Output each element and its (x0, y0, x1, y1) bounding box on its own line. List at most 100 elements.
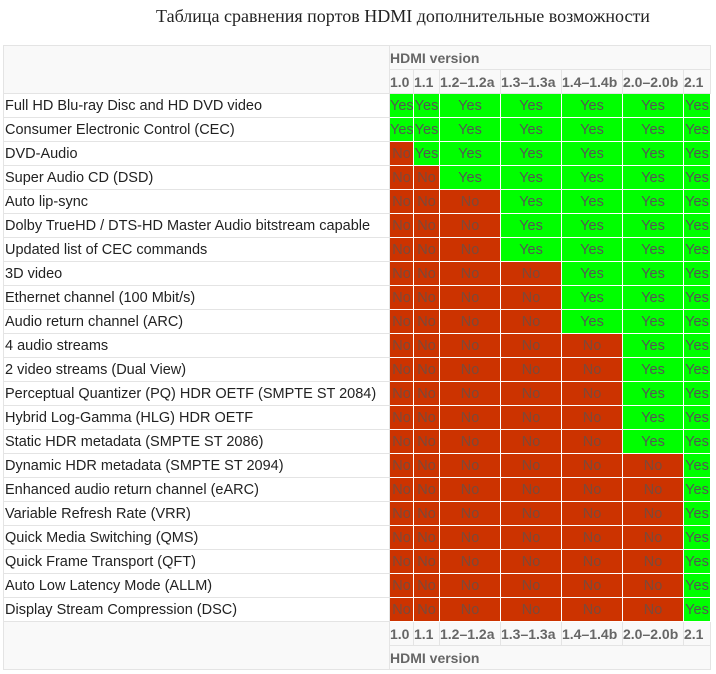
supported-cell: Yes (622, 261, 684, 286)
unsupported-cell: No (439, 453, 501, 478)
supported-cell: Yes (561, 285, 623, 310)
supported-cell: Yes (682, 141, 712, 166)
supported-cell: Yes (622, 429, 684, 454)
version-header: 1.1 (413, 69, 440, 94)
unsupported-cell: No (389, 165, 414, 190)
unsupported-cell: No (561, 501, 623, 526)
unsupported-cell: No (389, 333, 414, 358)
unsupported-cell: No (500, 261, 562, 286)
unsupported-cell: No (561, 381, 623, 406)
feature-label: Dolby TrueHD / DTS-HD Master Audio bitst… (3, 213, 390, 238)
unsupported-cell: No (389, 405, 414, 430)
unsupported-cell: No (389, 453, 414, 478)
supported-cell: Yes (622, 117, 684, 142)
unsupported-cell: No (413, 165, 440, 190)
unsupported-cell: No (622, 477, 684, 502)
supported-cell: Yes (413, 141, 440, 166)
unsupported-cell: No (439, 189, 501, 214)
unsupported-cell: No (500, 573, 562, 598)
unsupported-cell: No (561, 597, 623, 622)
version-header: 1.0 (389, 69, 414, 94)
unsupported-cell: No (389, 573, 414, 598)
feature-label: DVD-Audio (3, 141, 390, 166)
version-header: 1.0 (389, 621, 414, 646)
unsupported-cell: No (561, 405, 623, 430)
feature-label: Quick Frame Transport (QFT) (3, 549, 390, 574)
supported-cell: Yes (439, 93, 501, 118)
supported-cell: Yes (622, 405, 684, 430)
unsupported-cell: No (500, 429, 562, 454)
unsupported-cell: No (413, 189, 440, 214)
table-row: Enhanced audio return channel (eARC) No No… (3, 477, 712, 502)
unsupported-cell: No (439, 357, 501, 382)
supported-cell: Yes (500, 237, 562, 262)
unsupported-cell: No (389, 597, 414, 622)
unsupported-cell: No (439, 381, 501, 406)
supported-cell: Yes (682, 501, 712, 526)
unsupported-cell: No (439, 549, 501, 574)
unsupported-cell: No (622, 573, 684, 598)
unsupported-cell: No (413, 501, 440, 526)
unsupported-cell: No (389, 525, 414, 550)
unsupported-cell: No (500, 333, 562, 358)
unsupported-cell: No (439, 477, 501, 502)
version-header: 2.0–2.0b (622, 621, 684, 646)
unsupported-cell: No (500, 357, 562, 382)
feature-label: Full HD Blu-ray Disc and HD DVD video (3, 93, 390, 118)
unsupported-cell: No (413, 477, 440, 502)
feature-label: Audio return channel (ARC) (3, 309, 390, 334)
table-row: Auto lip-sync No No No Yes Yes Yes Yes (3, 189, 712, 214)
supported-cell: Yes (622, 141, 684, 166)
unsupported-cell: No (500, 525, 562, 550)
unsupported-cell: No (500, 405, 562, 430)
unsupported-cell: No (500, 549, 562, 574)
header-hdmi-version: HDMI version (388, 45, 712, 70)
feature-label: Consumer Electronic Control (CEC) (3, 117, 390, 142)
unsupported-cell: No (622, 525, 684, 550)
version-header-row: 1.0 1.1 1.2–1.2a 1.3–1.3a 1.4–1.4b 2.0–2.0b 2.… (4, 69, 712, 94)
supported-cell: Yes (682, 405, 712, 430)
unsupported-cell: No (439, 597, 501, 622)
table-row: Dynamic HDR metadata (SMPTE ST 2094) No No… (3, 453, 712, 478)
feature-label: Auto lip-sync (3, 189, 390, 214)
table-row: Display Stream Compression (DSC) No No No No… (3, 597, 712, 622)
feature-label: 4 audio streams (3, 333, 390, 358)
supported-cell: Yes (561, 237, 623, 262)
supported-cell: Yes (682, 453, 712, 478)
table-row: Quick Media Switching (QMS) No No No No No No Y… (3, 525, 712, 550)
unsupported-cell: No (389, 189, 414, 214)
version-header: 1.1 (413, 621, 440, 646)
unsupported-cell: No (413, 237, 440, 262)
supported-cell: Yes (622, 93, 684, 118)
unsupported-cell: No (500, 381, 562, 406)
supported-cell: Yes (682, 189, 712, 214)
supported-cell: Yes (682, 261, 712, 286)
supported-cell: Yes (439, 141, 501, 166)
unsupported-cell: No (389, 309, 414, 334)
unsupported-cell: No (561, 429, 623, 454)
supported-cell: Yes (389, 93, 414, 118)
version-header: 2.1 (682, 69, 712, 94)
supported-cell: Yes (682, 597, 712, 622)
unsupported-cell: No (413, 453, 440, 478)
supported-cell: Yes (561, 93, 623, 118)
feature-label: Display Stream Compression (DSC) (3, 597, 390, 622)
supported-cell: Yes (682, 477, 712, 502)
unsupported-cell: No (500, 309, 562, 334)
unsupported-cell: No (413, 309, 440, 334)
table-row: Dolby TrueHD / DTS-HD Master Audio bitst… (3, 213, 712, 238)
unsupported-cell: No (622, 501, 684, 526)
supported-cell: Yes (682, 165, 712, 190)
unsupported-cell: No (413, 405, 440, 430)
table-row: Auto Low Latency Mode (ALLM) No No No No No No… (3, 573, 712, 598)
unsupported-cell: No (439, 405, 501, 430)
supported-cell: Yes (682, 549, 712, 574)
unsupported-cell: No (500, 501, 562, 526)
feature-label: Ethernet channel (100 Mbit/s) (3, 285, 390, 310)
unsupported-cell: No (389, 501, 414, 526)
unsupported-cell: No (439, 333, 501, 358)
unsupported-cell: No (389, 429, 414, 454)
feature-label: Auto Low Latency Mode (ALLM) (3, 573, 390, 598)
corner-cell (3, 621, 390, 670)
feature-label: Perceptual Quantizer (PQ) HDR OETF (SMPT… (3, 381, 390, 406)
